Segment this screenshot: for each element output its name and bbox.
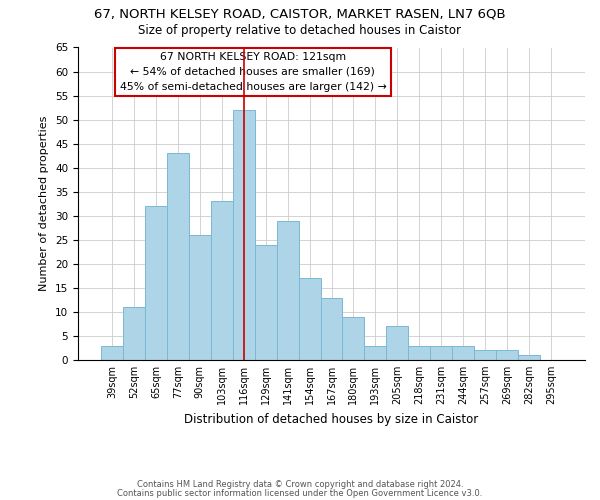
- Bar: [452, 346, 474, 360]
- Bar: [277, 220, 299, 360]
- Text: Contains public sector information licensed under the Open Government Licence v3: Contains public sector information licen…: [118, 488, 482, 498]
- Bar: [430, 346, 452, 360]
- Bar: [386, 326, 409, 360]
- Bar: [343, 316, 364, 360]
- Bar: [299, 278, 320, 360]
- Bar: [364, 346, 386, 360]
- Bar: [320, 298, 343, 360]
- Bar: [211, 202, 233, 360]
- Bar: [233, 110, 254, 360]
- Bar: [189, 235, 211, 360]
- Text: 67, NORTH KELSEY ROAD, CAISTOR, MARKET RASEN, LN7 6QB: 67, NORTH KELSEY ROAD, CAISTOR, MARKET R…: [94, 8, 506, 20]
- Y-axis label: Number of detached properties: Number of detached properties: [40, 116, 49, 292]
- Bar: [518, 355, 540, 360]
- X-axis label: Distribution of detached houses by size in Caistor: Distribution of detached houses by size …: [184, 412, 479, 426]
- Bar: [409, 346, 430, 360]
- Bar: [123, 307, 145, 360]
- Bar: [496, 350, 518, 360]
- Bar: [254, 244, 277, 360]
- Text: Size of property relative to detached houses in Caistor: Size of property relative to detached ho…: [139, 24, 461, 37]
- Bar: [145, 206, 167, 360]
- Bar: [167, 154, 189, 360]
- Bar: [101, 346, 123, 360]
- Bar: [474, 350, 496, 360]
- Text: Contains HM Land Registry data © Crown copyright and database right 2024.: Contains HM Land Registry data © Crown c…: [137, 480, 463, 489]
- Text: 67 NORTH KELSEY ROAD: 121sqm
← 54% of detached houses are smaller (169)
45% of s: 67 NORTH KELSEY ROAD: 121sqm ← 54% of de…: [119, 52, 386, 92]
